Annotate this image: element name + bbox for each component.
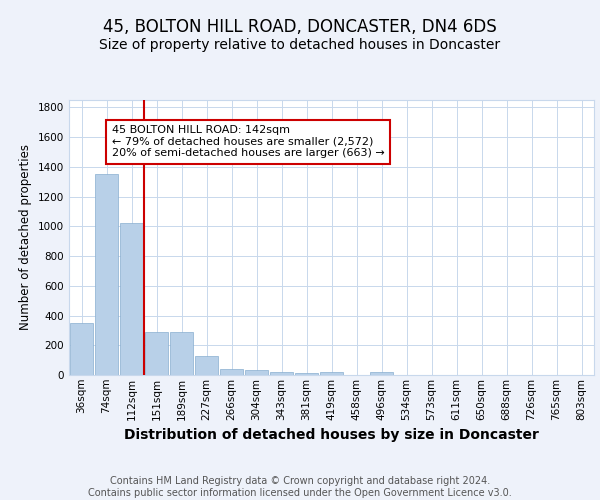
Bar <box>194 356 218 375</box>
Bar <box>145 332 169 375</box>
Bar <box>220 369 244 375</box>
Bar <box>95 174 118 375</box>
Bar <box>269 372 293 375</box>
Bar <box>70 323 94 375</box>
Bar <box>119 222 143 375</box>
Bar <box>370 372 394 375</box>
Text: 45 BOLTON HILL ROAD: 142sqm
← 79% of detached houses are smaller (2,572)
20% of : 45 BOLTON HILL ROAD: 142sqm ← 79% of det… <box>112 126 384 158</box>
Bar <box>320 372 343 375</box>
Y-axis label: Number of detached properties: Number of detached properties <box>19 144 32 330</box>
Bar <box>295 373 319 375</box>
X-axis label: Distribution of detached houses by size in Doncaster: Distribution of detached houses by size … <box>124 428 539 442</box>
Text: 45, BOLTON HILL ROAD, DONCASTER, DN4 6DS: 45, BOLTON HILL ROAD, DONCASTER, DN4 6DS <box>103 18 497 36</box>
Bar <box>245 370 268 375</box>
Text: Size of property relative to detached houses in Doncaster: Size of property relative to detached ho… <box>100 38 500 52</box>
Bar <box>170 332 193 375</box>
Text: Contains HM Land Registry data © Crown copyright and database right 2024.
Contai: Contains HM Land Registry data © Crown c… <box>88 476 512 498</box>
